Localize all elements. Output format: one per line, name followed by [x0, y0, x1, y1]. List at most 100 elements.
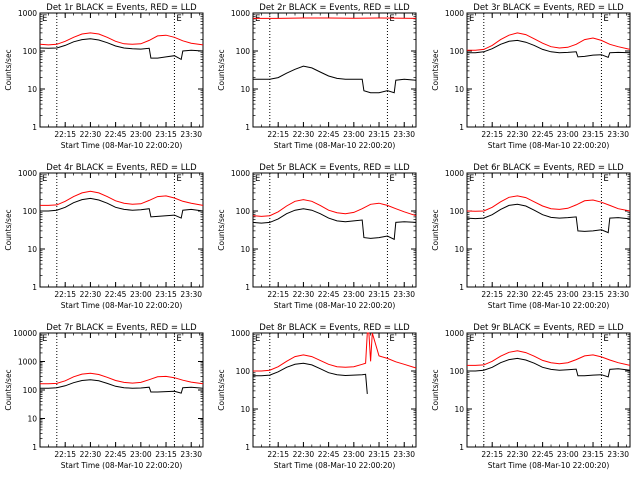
y-tick-label: 10000: [13, 329, 37, 338]
x-tick-label: 22:15: [481, 290, 503, 299]
marker-label-right: E: [603, 334, 608, 344]
marker-label-right: E: [389, 14, 394, 24]
marker-label-left: E: [255, 174, 260, 184]
marker-label-left: E: [42, 334, 47, 344]
marker-label-left: E: [42, 174, 47, 184]
plot-frame: [39, 12, 204, 128]
x-tick-label: 22:45: [318, 130, 340, 139]
y-axis-label: Counts/sec: [4, 49, 13, 90]
chart-panel: Det 1r BLACK = Events, RED = LLD 1 10 100 10…: [4, 3, 204, 150]
x-tick-label: 23:30: [180, 130, 202, 139]
x-tick-label: 23:30: [607, 290, 629, 299]
y-tick-label: 100: [450, 47, 465, 56]
y-axis-label: Counts/sec: [217, 49, 226, 90]
y-tick-label: 100: [236, 367, 251, 376]
x-tick-label: 22:15: [481, 450, 503, 459]
y-axis-label: Counts/sec: [431, 369, 440, 410]
series-line-events: [39, 38, 204, 61]
x-tick-label: 22:15: [481, 130, 503, 139]
series-line-lld: [467, 32, 631, 51]
x-tick-label: 23:00: [130, 130, 152, 139]
x-tick-label: 22:45: [318, 450, 340, 459]
plot-frame: [39, 172, 204, 288]
y-tick-label: 100: [236, 47, 251, 56]
x-tick-label: 23:00: [130, 290, 152, 299]
y-tick-label: 10: [27, 245, 37, 254]
x-tick-label: 23:30: [607, 450, 629, 459]
x-tick-label: 22:30: [293, 450, 315, 459]
plot-frame: [466, 12, 631, 128]
series-line-events: [467, 357, 631, 378]
x-tick-label: 23:30: [393, 290, 415, 299]
x-tick-label: 22:30: [80, 290, 102, 299]
y-axis-label: Counts/sec: [4, 369, 13, 410]
x-tick-label: 23:15: [582, 290, 604, 299]
x-tick-label: 23:00: [557, 130, 579, 139]
plot-frame: [466, 332, 631, 448]
series-line-lld: [39, 32, 204, 46]
chart-title: Det 8r BLACK = Events, RED = LLD: [259, 323, 410, 333]
marker-label-right: E: [389, 334, 394, 344]
series-line-events: [40, 197, 204, 219]
y-tick-label: 100: [236, 207, 251, 216]
series-line-lld: [466, 195, 631, 212]
x-tick-label: 23:00: [343, 450, 365, 459]
x-tick-label: 23:15: [368, 290, 390, 299]
y-tick-label: 10: [454, 245, 464, 254]
x-tick-label: 23:15: [155, 290, 177, 299]
x-tick-label: 22:30: [80, 450, 102, 459]
marker-label-right: E: [603, 14, 608, 24]
chart-title: Det 5r BLACK = Events, RED = LLD: [259, 163, 410, 173]
y-tick-label: 1: [459, 123, 464, 132]
x-tick-label: 23:00: [557, 450, 579, 459]
chart-title: Det 3r BLACK = Events, RED = LLD: [473, 3, 624, 13]
x-axis-label: Start Time (08-Mar-10 22:00:20): [274, 141, 396, 150]
x-tick-label: 23:30: [180, 450, 202, 459]
x-tick-label: 23:15: [155, 130, 177, 139]
marker-label-left: E: [469, 334, 474, 344]
series-line-events: [467, 39, 631, 59]
y-tick-label: 10: [27, 415, 37, 424]
series-line-lld: [253, 332, 417, 372]
x-tick-label: 23:00: [343, 290, 365, 299]
x-tick-label: 23:00: [130, 450, 152, 459]
series-line-lld: [252, 199, 417, 217]
marker-label-left: E: [255, 334, 260, 344]
x-tick-label: 23:15: [582, 450, 604, 459]
y-axis-label: Counts/sec: [4, 209, 13, 250]
chart-panel: Det 6r BLACK = Events, RED = LLD 1 10 100 10…: [431, 163, 631, 310]
chart-panel: Det 4r BLACK = Events, RED = LLD 1 10 100 10…: [4, 163, 204, 310]
y-tick-label: 1000: [231, 329, 250, 338]
x-tick-label: 23:30: [393, 130, 415, 139]
y-tick-label: 1: [245, 123, 250, 132]
series-line-lld: [467, 350, 631, 366]
x-tick-label: 22:30: [507, 450, 529, 459]
x-axis-label: Start Time (08-Mar-10 22:00:20): [488, 141, 610, 150]
plot-frame: [39, 332, 204, 448]
x-tick-label: 23:30: [607, 130, 629, 139]
chart-panel: Det 9r BLACK = Events, RED = LLD 1 10 100 10…: [431, 323, 631, 470]
x-tick-label: 22:30: [507, 290, 529, 299]
chart-title: Det 9r BLACK = Events, RED = LLD: [473, 323, 624, 333]
y-tick-label: 1: [459, 443, 464, 452]
x-tick-label: 22:45: [105, 450, 127, 459]
y-tick-label: 10: [240, 405, 250, 414]
x-tick-label: 23:00: [557, 290, 579, 299]
chart-title: Det 2r BLACK = Events, RED = LLD: [259, 3, 410, 13]
y-tick-label: 10: [454, 85, 464, 94]
plot-frame: [252, 172, 417, 288]
plot-frame: [252, 12, 417, 128]
y-tick-label: 1: [32, 283, 37, 292]
y-tick-label: 10: [240, 85, 250, 94]
y-tick-label: 1000: [445, 9, 464, 18]
x-tick-label: 23:15: [155, 450, 177, 459]
x-axis-label: Start Time (08-Mar-10 22:00:20): [488, 301, 610, 310]
marker-label-left: E: [255, 14, 260, 24]
x-axis-label: Start Time (08-Mar-10 22:00:20): [61, 141, 183, 150]
x-axis-label: Start Time (08-Mar-10 22:00:20): [61, 301, 183, 310]
y-tick-label: 1000: [18, 9, 37, 18]
y-tick-label: 1000: [231, 9, 250, 18]
chart-panel: Det 8r BLACK = Events, RED = LLD 1 10 100 10…: [217, 323, 417, 470]
chart-title: Det 4r BLACK = Events, RED = LLD: [46, 163, 197, 173]
